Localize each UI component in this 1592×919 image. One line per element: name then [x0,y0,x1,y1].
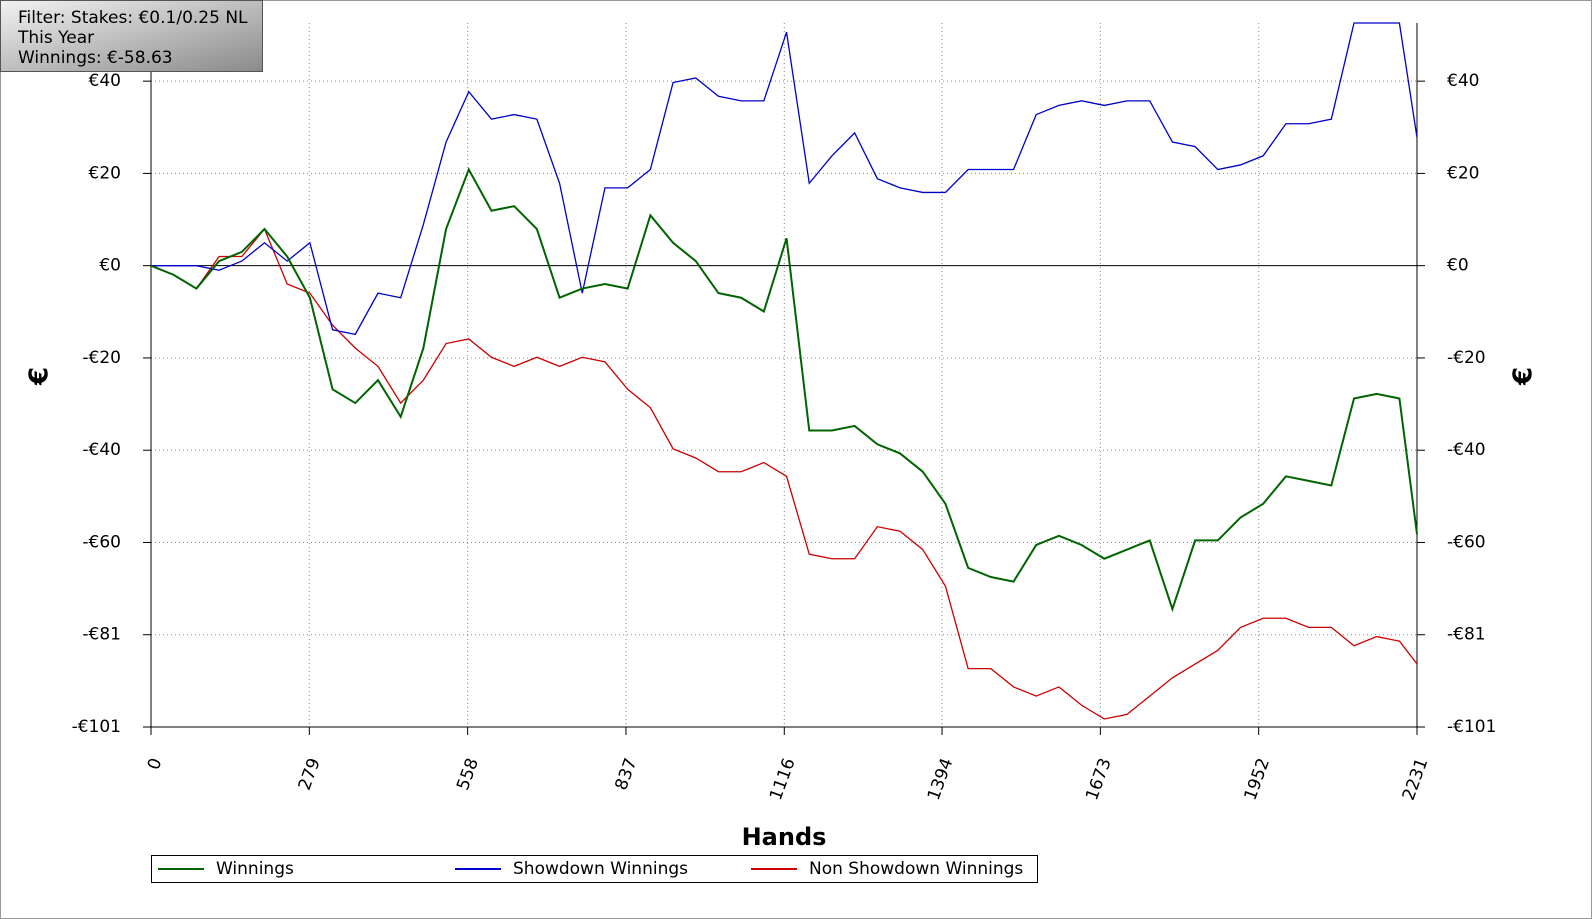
legend-label: Non Showdown Winnings [809,859,1023,879]
y2-tick-label: -€40 [1447,440,1486,460]
y2-tick-label: -€60 [1447,532,1486,552]
y2-tick-label: -€101 [1447,717,1496,737]
info-line: This Year [17,28,94,48]
y-tick-label: -€101 [72,717,121,737]
info-line: Filter: Stakes: €0.1/0.25 NL [18,8,248,28]
y-tick-label: €40 [89,71,121,91]
y-tick-label: €20 [89,163,121,183]
y-tick-label: -€20 [82,348,121,368]
y2-tick-label: €20 [1447,163,1479,183]
series-line [151,22,1418,336]
series-line [150,227,1418,720]
y2-axis-label: € [1509,367,1539,386]
y-tick-label: -€60 [82,532,121,552]
series-line [150,167,1418,613]
y2-tick-label: €40 [1447,71,1479,91]
y-tick-label: -€40 [82,440,121,460]
legend-label: Showdown Winnings [513,859,688,879]
y2-tick-label: -€20 [1447,348,1486,368]
y2-tick-label: -€81 [1447,625,1486,645]
y-tick-label: €0 [99,256,121,276]
y-axis-label: € [25,367,55,386]
legend-label: Winnings [216,859,294,879]
x-axis-label: Hands [742,823,827,851]
info-box [0,0,263,72]
legend-box [151,855,1038,883]
y-tick-label: -€81 [82,625,121,645]
info-line: Winnings: €-58.63 [18,48,173,68]
y2-tick-label: €0 [1447,256,1469,276]
